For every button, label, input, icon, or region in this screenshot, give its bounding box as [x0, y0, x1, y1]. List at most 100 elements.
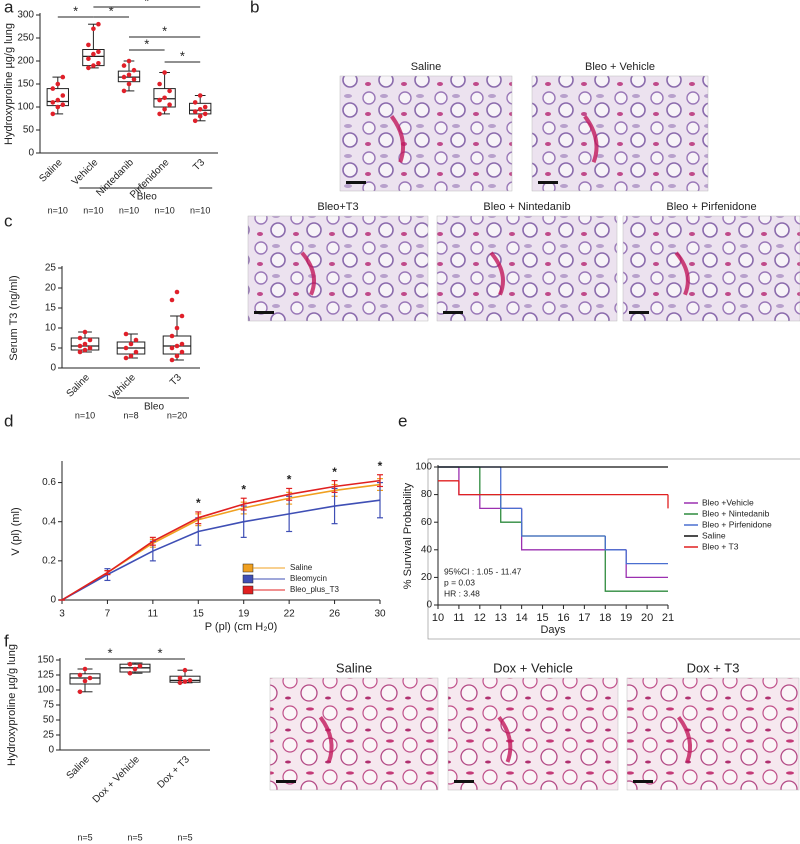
data-point — [131, 77, 137, 82]
data-point — [162, 95, 167, 101]
x-tick-label: 16 — [557, 612, 569, 624]
annotation: HR : 3.48 — [444, 588, 480, 598]
error-bar — [240, 497, 247, 511]
survival-step — [625, 549, 668, 565]
histology-image — [436, 215, 618, 322]
data-point — [121, 63, 127, 68]
y-tick-label: 10 — [45, 323, 57, 334]
survival-step — [500, 467, 522, 510]
data-point — [87, 675, 93, 681]
annotation: p = 0.03 — [444, 577, 475, 587]
legend-swatch — [242, 585, 254, 595]
plot-frame — [427, 458, 800, 640]
data-point — [169, 357, 175, 363]
y-tick-label: 150 — [37, 655, 54, 666]
x-tick-label: Dox + T3 — [155, 754, 192, 791]
panel-letter: a — [4, 0, 14, 16]
y-tick-label: 60 — [421, 517, 433, 528]
vessel — [497, 715, 513, 763]
data-point — [197, 113, 203, 119]
y-tick-label: 0 — [426, 600, 432, 611]
significance-label: * — [378, 459, 383, 473]
error-bar — [104, 570, 111, 576]
panel-letter: d — [4, 411, 13, 430]
data-point — [167, 102, 172, 107]
data-point — [50, 111, 56, 117]
data-point — [123, 355, 129, 361]
data-point — [192, 118, 198, 124]
legend-label: Bleo_plus_T3 — [290, 585, 339, 594]
histology-image — [531, 75, 709, 192]
y-tick-label: 0 — [28, 148, 34, 159]
n-label: n=10 — [154, 205, 174, 215]
y-tick-label: 0.4 — [42, 516, 56, 527]
significance-label: * — [144, 36, 149, 51]
data-point — [50, 86, 56, 91]
significance-label: * — [162, 23, 167, 38]
y-tick-label: 300 — [17, 10, 34, 21]
data-point — [197, 93, 203, 98]
x-tick-label: T3 — [191, 157, 207, 173]
significance-label: * — [157, 645, 162, 660]
scale-bar — [254, 311, 274, 314]
data-point — [77, 689, 83, 695]
significance-label: * — [287, 473, 292, 487]
significance-label: * — [196, 496, 201, 510]
legend-label: Saline — [290, 563, 313, 572]
data-point — [91, 26, 96, 32]
significance-label: * — [332, 465, 337, 479]
x-tick-label: 15 — [193, 609, 205, 620]
n-label: n=5 — [127, 832, 142, 842]
legend-swatch — [242, 563, 254, 573]
data-point — [96, 61, 101, 66]
n-label: n=10 — [75, 410, 95, 420]
x-tick-label: Saline — [65, 372, 93, 400]
x-axis-label: Days — [540, 624, 566, 636]
data-point — [202, 104, 208, 110]
y-tick-label: 50 — [43, 715, 55, 726]
data-point — [133, 349, 139, 355]
data-point — [192, 100, 198, 105]
data-point — [202, 111, 208, 117]
panel-letter: c — [4, 211, 13, 230]
error-bar — [331, 480, 338, 493]
n-label: n=20 — [167, 410, 187, 420]
vessel — [489, 251, 505, 296]
histology-image — [447, 677, 619, 791]
y-tick-label: 80 — [421, 489, 433, 500]
data-point — [157, 97, 162, 103]
vessel — [674, 251, 690, 296]
data-point — [131, 67, 137, 73]
y-tick-label: 200 — [17, 56, 34, 67]
data-point — [60, 102, 66, 107]
series-line — [61, 499, 381, 601]
y-tick-label: 5 — [50, 343, 56, 354]
data-point — [179, 341, 185, 347]
data-point — [137, 663, 143, 669]
data-point — [50, 100, 56, 105]
data-point — [96, 49, 101, 55]
data-point — [133, 337, 139, 343]
data-point — [174, 353, 180, 359]
data-point — [82, 347, 88, 353]
x-tick-label: 17 — [578, 612, 590, 624]
y-axis-label: Hydroxyproline µg/g lung — [6, 644, 18, 766]
data-point — [123, 345, 129, 351]
data-point — [162, 70, 167, 75]
significance-label: * — [107, 645, 112, 660]
data-point — [60, 93, 66, 98]
data-point — [127, 670, 133, 676]
significance-label: * — [109, 3, 114, 18]
y-axis-label: V (pl) (ml) — [10, 507, 22, 555]
survival-step — [520, 522, 606, 537]
x-tick-label: 3 — [59, 609, 65, 620]
data-point — [174, 289, 180, 295]
scale-bar — [629, 311, 649, 314]
x-tick-label: 10 — [432, 612, 444, 624]
survival-step — [604, 536, 668, 592]
data-point — [55, 104, 61, 110]
data-point — [121, 88, 127, 94]
data-point — [169, 345, 175, 351]
y-tick-label: 150 — [17, 79, 34, 90]
y-tick-label: 250 — [17, 33, 34, 44]
